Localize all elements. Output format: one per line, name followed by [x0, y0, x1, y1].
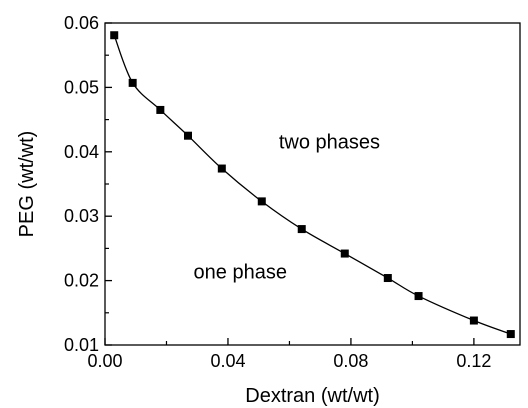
y-tick-label: 0.06 [64, 13, 99, 33]
y-axis-label: PEG (wt/wt) [16, 131, 38, 238]
x-tick-label: 0.12 [456, 351, 491, 371]
x-tick-label: 0.04 [210, 351, 245, 371]
data-point-marker [128, 78, 137, 87]
y-tick-label: 0.05 [64, 77, 99, 97]
x-tick-label: 0.00 [87, 351, 122, 371]
binodal-curve [113, 35, 512, 335]
data-point-marker [383, 274, 392, 283]
data-point-marker [340, 249, 349, 258]
data-point-marker [110, 31, 119, 40]
data-point-marker [297, 225, 306, 234]
curve-layer [113, 35, 512, 335]
x-tick-label: 0.08 [333, 351, 368, 371]
labels-layer: 0.00 0.04 0.08 0.12 0.01 0.02 0.03 0.04 0.05 0.06… [16, 13, 491, 407]
data-point-marker [506, 330, 515, 339]
y-tick-label: 0.02 [64, 271, 99, 291]
y-tick-label: 0.01 [64, 335, 99, 355]
data-point-marker [156, 105, 165, 114]
data-point-marker [184, 131, 192, 140]
ticks-layer [104, 22, 475, 346]
y-tick-label: 0.04 [64, 142, 99, 162]
data-point-marker [257, 197, 266, 206]
data-point-marker [469, 316, 478, 325]
y-tick-label: 0.03 [64, 206, 99, 226]
data-point-marker [217, 164, 226, 173]
one-phase-annotation: one phase [194, 262, 287, 284]
two-phases-annotation: two phases [279, 132, 380, 154]
markers-layer [110, 31, 515, 339]
axes-layer [104, 22, 521, 346]
x-axis-label: Dextran (wt/wt) [245, 385, 379, 407]
plot-frame [104, 22, 521, 346]
data-point-marker [414, 292, 423, 301]
